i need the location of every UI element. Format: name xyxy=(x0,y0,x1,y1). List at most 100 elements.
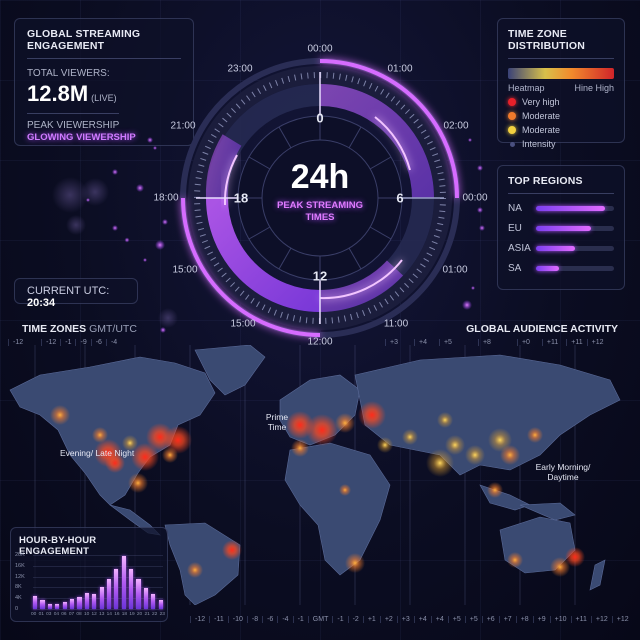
legend-item: Moderate xyxy=(508,111,614,121)
region-bar-track xyxy=(536,246,614,251)
map-note-europe: Prime Time xyxy=(265,412,289,433)
region-bar-fill xyxy=(536,206,605,211)
bar-series xyxy=(33,555,163,609)
hour-label: 02:00 xyxy=(443,120,469,132)
tz-label: -2 xyxy=(347,616,363,623)
dial-center-caption: PEAK STREAMING TIMES xyxy=(277,200,363,224)
region-row-sa: SA xyxy=(508,263,614,274)
bar-23 xyxy=(158,599,163,609)
region-row-eu: EU xyxy=(508,223,614,234)
tz-label: -8 xyxy=(246,616,262,623)
tz-label: -9 xyxy=(75,339,90,346)
tz-label: -6 xyxy=(262,616,277,623)
bar-10 xyxy=(84,593,89,609)
region-bar-track xyxy=(536,226,614,231)
x-tick: 16 xyxy=(114,612,120,617)
bar-13 xyxy=(99,586,104,609)
hour-label: 15:00 xyxy=(172,264,198,276)
top-regions-title: TOP REGIONS xyxy=(508,175,583,187)
tz-label: +4 xyxy=(413,616,431,623)
tz-label: +12 xyxy=(590,616,612,623)
hour-label: 01:00 xyxy=(442,264,468,276)
tz-label: +9 xyxy=(532,616,550,623)
gridline xyxy=(33,555,163,556)
global-audience-title: GLOBAL AUDIENCE ACTIVITY xyxy=(466,323,618,335)
tz-row-bottom: -12 -11 -10 -8 -6 -4 -1 GMT -1 -2 +1 +2 … xyxy=(190,616,633,623)
gridline xyxy=(33,598,163,600)
caption-line-1: PEAK STREAMING xyxy=(276,200,364,212)
region-name: EU xyxy=(508,223,522,234)
tz-label: -6 xyxy=(90,339,106,346)
tz-row-top-left: -12 -12 -1 -9 -6 -4 xyxy=(8,339,137,346)
bar-14 xyxy=(106,579,112,609)
tz-label: -1 xyxy=(292,616,308,623)
region-bar-fill xyxy=(536,246,575,251)
x-tick: 19 xyxy=(129,612,135,617)
tz-label: +11 xyxy=(570,616,591,623)
x-tick: 06 xyxy=(61,612,67,617)
total-viewers-number: 12.8M xyxy=(27,81,89,106)
hour-label: 00:00 xyxy=(307,43,333,55)
bar-12 xyxy=(92,593,97,609)
region-bar-fill xyxy=(536,266,560,271)
legend-label: Moderate xyxy=(522,111,561,121)
utc-value: 20:34 xyxy=(27,297,56,309)
bar-16 xyxy=(114,568,119,609)
region-row-na: NA xyxy=(508,203,614,214)
hour-label: 01:00 xyxy=(387,63,413,75)
tz-label: +4 xyxy=(430,616,448,623)
tz-label: +11 xyxy=(541,339,566,346)
tz-label: +12 xyxy=(586,339,608,346)
tz-label: -12 xyxy=(41,339,60,346)
x-tick: 23 xyxy=(159,612,165,617)
divider xyxy=(508,58,614,59)
tz-label: +11 xyxy=(566,339,586,346)
top-regions-panel: TOP REGIONS NA EU ASIA SA xyxy=(497,165,625,290)
hour-label: 11:00 xyxy=(383,318,409,330)
gridline xyxy=(33,587,163,589)
tz-label: +6 xyxy=(481,616,499,623)
legend-label: Very high xyxy=(522,97,560,107)
y-tick: 0 xyxy=(15,606,19,612)
heatmap-scale-bar xyxy=(508,68,614,79)
dial-center-value: 24h xyxy=(290,158,350,197)
scale-low-label: Heatmap xyxy=(508,83,545,93)
tz-label: +3 xyxy=(385,339,414,346)
region-bar-fill xyxy=(536,226,591,231)
x-tick: 04 xyxy=(53,612,60,617)
x-tick: 07 xyxy=(68,612,75,617)
y-tick: 4K xyxy=(15,595,22,602)
divider xyxy=(27,58,181,59)
current-utc-panel: CURRENT UTC: 20:34 xyxy=(14,278,138,309)
tz-label: +3 xyxy=(396,616,414,623)
x-tick: 00 xyxy=(31,612,37,617)
tz-label: +8 xyxy=(477,339,517,346)
caption-line-2: TIMES xyxy=(305,212,335,223)
x-tick: 03 xyxy=(46,612,52,617)
tz-label: +8 xyxy=(515,616,533,623)
x-tick: 22 xyxy=(152,612,158,617)
y-tick: 8K xyxy=(15,584,22,591)
time-zones-label: TIME ZONES xyxy=(22,323,87,335)
region-row-asia: ASIA xyxy=(508,243,614,254)
gridline xyxy=(33,609,163,610)
divider xyxy=(508,193,614,194)
hour-label: 18:00 xyxy=(153,192,179,204)
moderate-orange-dot-icon xyxy=(508,112,516,120)
dial-number-6: 6 xyxy=(396,190,404,206)
tz-label: -4 xyxy=(277,616,292,623)
timezone-distribution-panel: TIME ZONE DISTRIBUTION Heatmap Hine High… xyxy=(497,18,625,149)
dial-center: 24h PEAK STREAMING TIMES xyxy=(277,160,363,224)
tz-label: +4 xyxy=(413,339,439,346)
tz-label: +2 xyxy=(379,616,397,623)
x-tick: 08 xyxy=(76,612,82,617)
tz-label: -11 xyxy=(209,616,228,623)
live-suffix: (LIVE) xyxy=(91,93,117,103)
y-tick: 12K xyxy=(15,573,25,580)
bar-08 xyxy=(77,597,82,609)
bar-04 xyxy=(55,604,60,609)
y-tick: 16K xyxy=(15,562,25,569)
tz-label: +7 xyxy=(498,616,516,623)
region-name: SA xyxy=(508,263,522,274)
